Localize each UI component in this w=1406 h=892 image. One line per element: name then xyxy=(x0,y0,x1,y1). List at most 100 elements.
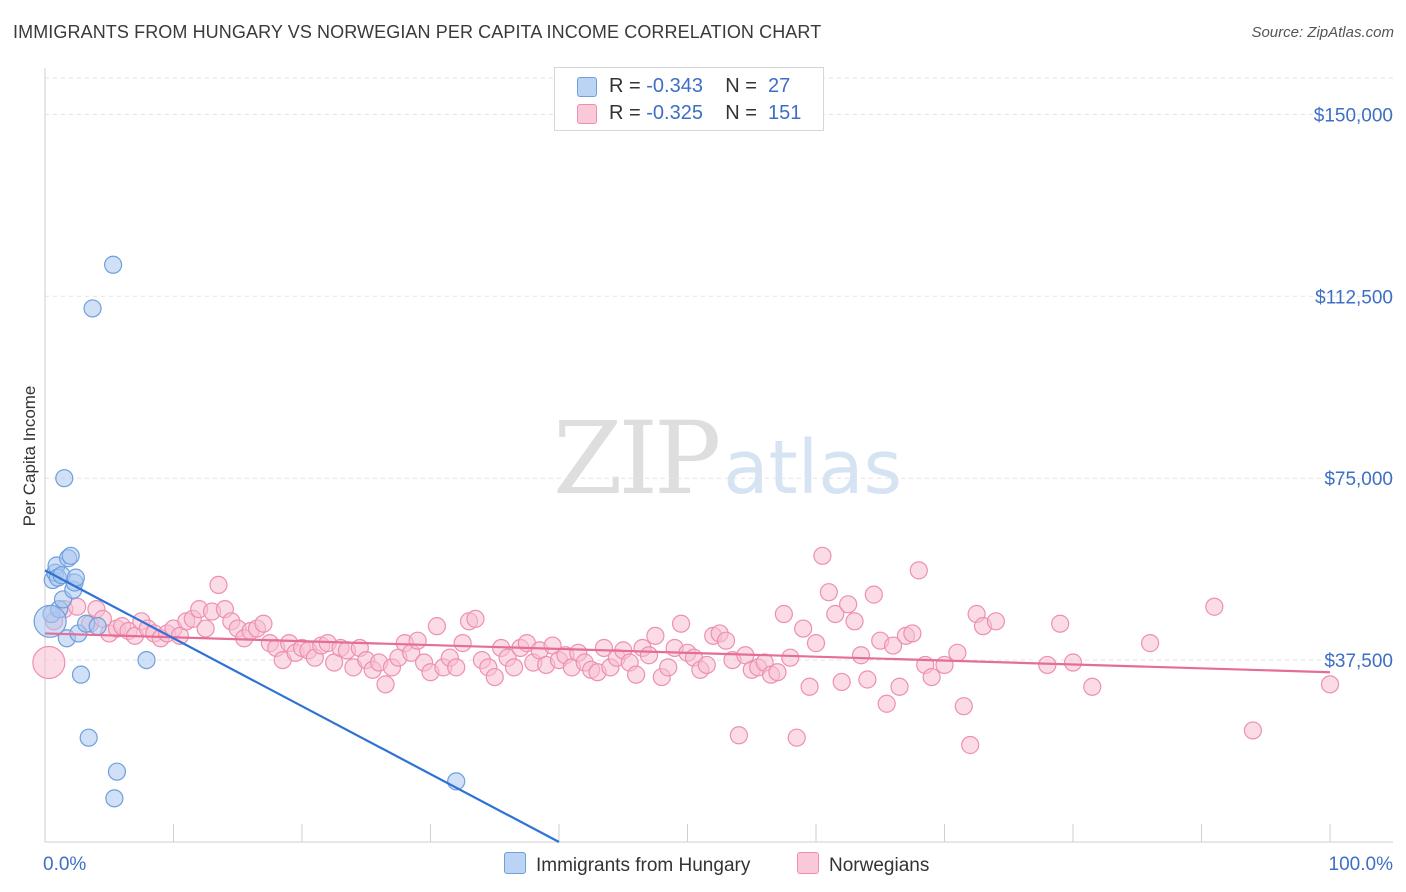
legend-stats-norwegians: R = -0.325 N = 151 xyxy=(609,102,801,125)
norwegian-point-123 xyxy=(845,612,864,631)
hungary-point-19 xyxy=(83,299,102,318)
y-tick-label-3: $150,000 xyxy=(1314,105,1393,126)
hungary-point-23 xyxy=(137,650,156,670)
legend-n-label-norwegians: N = xyxy=(725,102,757,124)
y-tick-label-0: $37,500 xyxy=(1324,651,1393,672)
legend-r-value-norwegians: -0.325 xyxy=(646,102,703,124)
norwegian-point-115 xyxy=(794,619,813,638)
watermark: ZIPatlas xyxy=(553,400,902,517)
norwegian-point-125 xyxy=(858,670,877,689)
watermark-zip: ZIP xyxy=(553,400,721,517)
norwegian-point-55 xyxy=(408,631,427,650)
norwegian-point-124 xyxy=(851,646,871,665)
norwegian-point-96 xyxy=(671,614,691,633)
hungary-point-18 xyxy=(79,728,98,747)
norwegian-point-111 xyxy=(768,663,787,682)
norwegian-point-84 xyxy=(594,638,614,658)
norwegian-point-91 xyxy=(639,646,659,665)
norwegian-point-94 xyxy=(659,658,678,677)
norwegian-point-70 xyxy=(504,658,524,677)
norwegian-point-144 xyxy=(1051,614,1070,633)
norwegian-point-149 xyxy=(1243,721,1263,740)
norwegian-point-130 xyxy=(890,677,909,696)
norwegian-point-105 xyxy=(729,726,749,745)
legend-stats-hungary: R = -0.343 N = 27 xyxy=(609,75,790,98)
norwegian-point-62 xyxy=(453,634,472,653)
hungary-point-8 xyxy=(55,469,74,488)
hungary-point-20 xyxy=(104,255,123,274)
legend-r-value-hungary: -0.343 xyxy=(646,75,703,97)
bottom-legend-label-hungary: Immigrants from Hungary xyxy=(536,855,751,876)
y-axis-title: Per Capita Income xyxy=(20,385,39,527)
norwegian-point-128 xyxy=(877,694,896,713)
norwegian-point-89 xyxy=(626,665,646,684)
norwegian-point-135 xyxy=(922,667,941,687)
norwegian-point-121 xyxy=(832,672,851,692)
norwegian-point-112 xyxy=(774,604,793,624)
watermark-atlas: atlas xyxy=(723,425,903,511)
hungary-point-21 xyxy=(105,789,124,808)
x-tick-label-end: 100.0% xyxy=(1329,854,1394,875)
norwegian-point-61 xyxy=(447,658,466,677)
norwegian-point-119 xyxy=(819,583,838,602)
norwegian-point-132 xyxy=(903,624,922,643)
hungary-point-22 xyxy=(107,762,127,781)
norwegian-point-113 xyxy=(781,648,800,667)
norwegian-point-126 xyxy=(864,585,883,604)
norwegian-point-92 xyxy=(646,626,665,645)
norwegian-point-129 xyxy=(883,636,903,655)
hungary-point-16 xyxy=(71,665,91,684)
norwegian-point-120 xyxy=(826,604,845,624)
norwegian-point-58 xyxy=(427,617,447,636)
norwegian-point-139 xyxy=(961,735,980,755)
hungary-trend-line xyxy=(44,569,560,843)
norwegian-point-138 xyxy=(954,697,973,716)
norwegian-point-137 xyxy=(948,643,967,662)
norwegian-point-147 xyxy=(1140,634,1160,653)
norwegian-point-133 xyxy=(909,561,928,580)
legend-n-label-hungary: N = xyxy=(725,75,757,97)
legend-swatch-hungary xyxy=(577,77,597,97)
norwegian-trend-line xyxy=(44,632,1331,674)
bottom-legend-label-norwegians: Norwegians xyxy=(829,855,930,876)
norwegian-point-0 xyxy=(32,645,66,680)
legend-swatch-norwegians xyxy=(577,104,597,124)
legend-n-value-hungary: 27 xyxy=(768,75,791,97)
stats-legend: R = -0.343 N = 27 R = -0.325 N = 151 xyxy=(554,67,824,131)
x-tick-label-start: 0.0% xyxy=(43,854,86,875)
bottom-legend-norwegians: Norwegians xyxy=(797,852,929,877)
bottom-legend-hungary: Immigrants from Hungary xyxy=(504,852,750,877)
norwegian-point-146 xyxy=(1083,677,1102,696)
norwegian-point-3 xyxy=(68,597,87,616)
norwegian-point-148 xyxy=(1205,597,1224,616)
norwegian-point-117 xyxy=(806,634,826,653)
bottom-legend-swatch-hungary xyxy=(504,852,526,874)
norwegian-point-100 xyxy=(697,655,716,675)
norwegian-point-142 xyxy=(986,612,1006,631)
y-tick-label-2: $112,500 xyxy=(1315,287,1393,308)
norwegian-point-136 xyxy=(935,655,954,675)
hungary-point-25 xyxy=(33,604,67,638)
chart-title: IMMIGRANTS FROM HUNGARY VS NORWEGIAN PER… xyxy=(13,22,822,42)
legend-r-label-norwegians: R = xyxy=(609,102,641,124)
legend-r-label-hungary: R = xyxy=(609,75,641,97)
norwegian-point-50 xyxy=(376,675,395,694)
norwegian-point-150 xyxy=(1320,675,1340,694)
hungary-point-26 xyxy=(88,617,107,636)
norwegian-point-22 xyxy=(196,619,215,638)
y-tick-label-1: $75,000 xyxy=(1324,469,1393,490)
norwegian-point-114 xyxy=(787,728,806,747)
norwegian-point-122 xyxy=(839,595,858,614)
norwegian-point-145 xyxy=(1063,653,1083,672)
legend-n-value-norwegians: 151 xyxy=(768,102,802,124)
norwegian-point-116 xyxy=(800,677,819,696)
norwegian-point-24 xyxy=(209,575,228,595)
norwegian-point-118 xyxy=(813,546,832,565)
source-credit: Source: ZipAtlas.com xyxy=(1251,24,1394,41)
bottom-legend-swatch-norwegians xyxy=(797,852,819,874)
norwegian-point-31 xyxy=(254,614,273,633)
norwegian-point-64 xyxy=(466,609,485,628)
norwegian-point-103 xyxy=(716,631,736,650)
norwegian-point-67 xyxy=(485,667,504,687)
